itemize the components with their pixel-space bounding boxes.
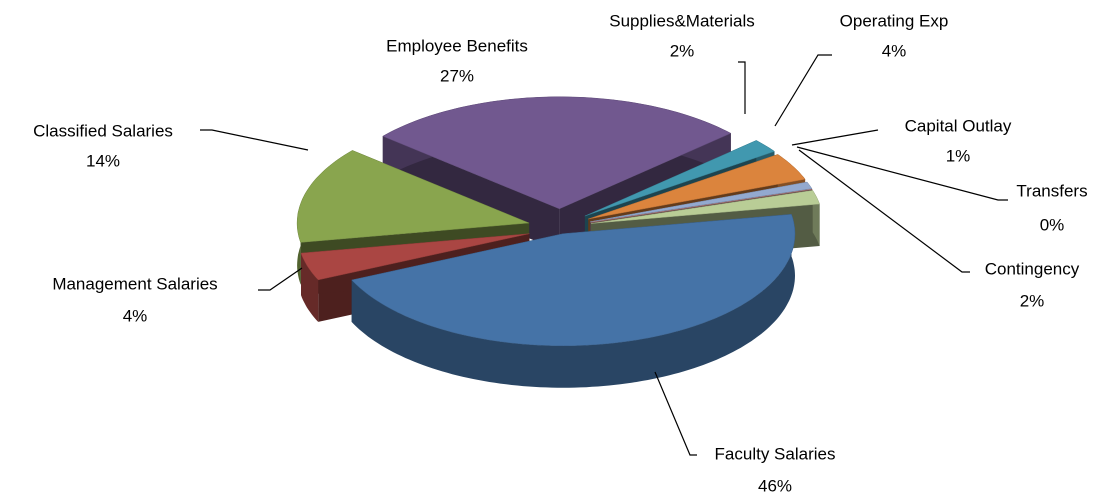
slice bbox=[296, 150, 530, 243]
data-label-name: Faculty Salaries bbox=[715, 444, 836, 463]
data-label-value: 0% bbox=[1040, 215, 1065, 234]
data-label-value: 2% bbox=[670, 41, 695, 60]
data-label-name: Operating Exp bbox=[840, 11, 949, 30]
slice-wall bbox=[351, 214, 795, 388]
data-label-name: Contingency bbox=[985, 259, 1080, 278]
slice bbox=[588, 154, 806, 220]
slice bbox=[300, 233, 530, 281]
data-label-name: Management Salaries bbox=[52, 274, 217, 293]
data-label-value: 4% bbox=[882, 41, 907, 60]
slice bbox=[590, 188, 813, 223]
slice bbox=[382, 96, 732, 210]
data-label-value: 46% bbox=[758, 476, 792, 495]
leader-line bbox=[738, 61, 746, 114]
leader-line bbox=[200, 129, 309, 151]
slice-wall bbox=[301, 253, 319, 322]
leader-line bbox=[258, 267, 303, 291]
data-label-value: 2% bbox=[1020, 291, 1045, 310]
data-label-value: 4% bbox=[123, 306, 148, 325]
leader-line bbox=[796, 146, 1008, 201]
data-label-name: Capital Outlay bbox=[905, 116, 1012, 135]
slice bbox=[351, 214, 796, 346]
data-label-name: Classified Salaries bbox=[33, 121, 173, 140]
data-label-name: Transfers bbox=[1016, 181, 1087, 200]
data-label-value: 27% bbox=[440, 66, 474, 85]
data-label-name: Employee Benefits bbox=[386, 36, 528, 55]
data-label-value: 14% bbox=[86, 151, 120, 170]
leader-line bbox=[774, 54, 832, 127]
slice bbox=[584, 140, 776, 217]
slice bbox=[590, 181, 813, 222]
leader-line bbox=[791, 129, 879, 146]
slice bbox=[591, 190, 820, 224]
leader-line bbox=[654, 371, 697, 456]
data-label-value: 1% bbox=[946, 146, 971, 165]
leader-line bbox=[798, 149, 970, 273]
data-label-name: Supplies&Materials bbox=[609, 11, 755, 30]
